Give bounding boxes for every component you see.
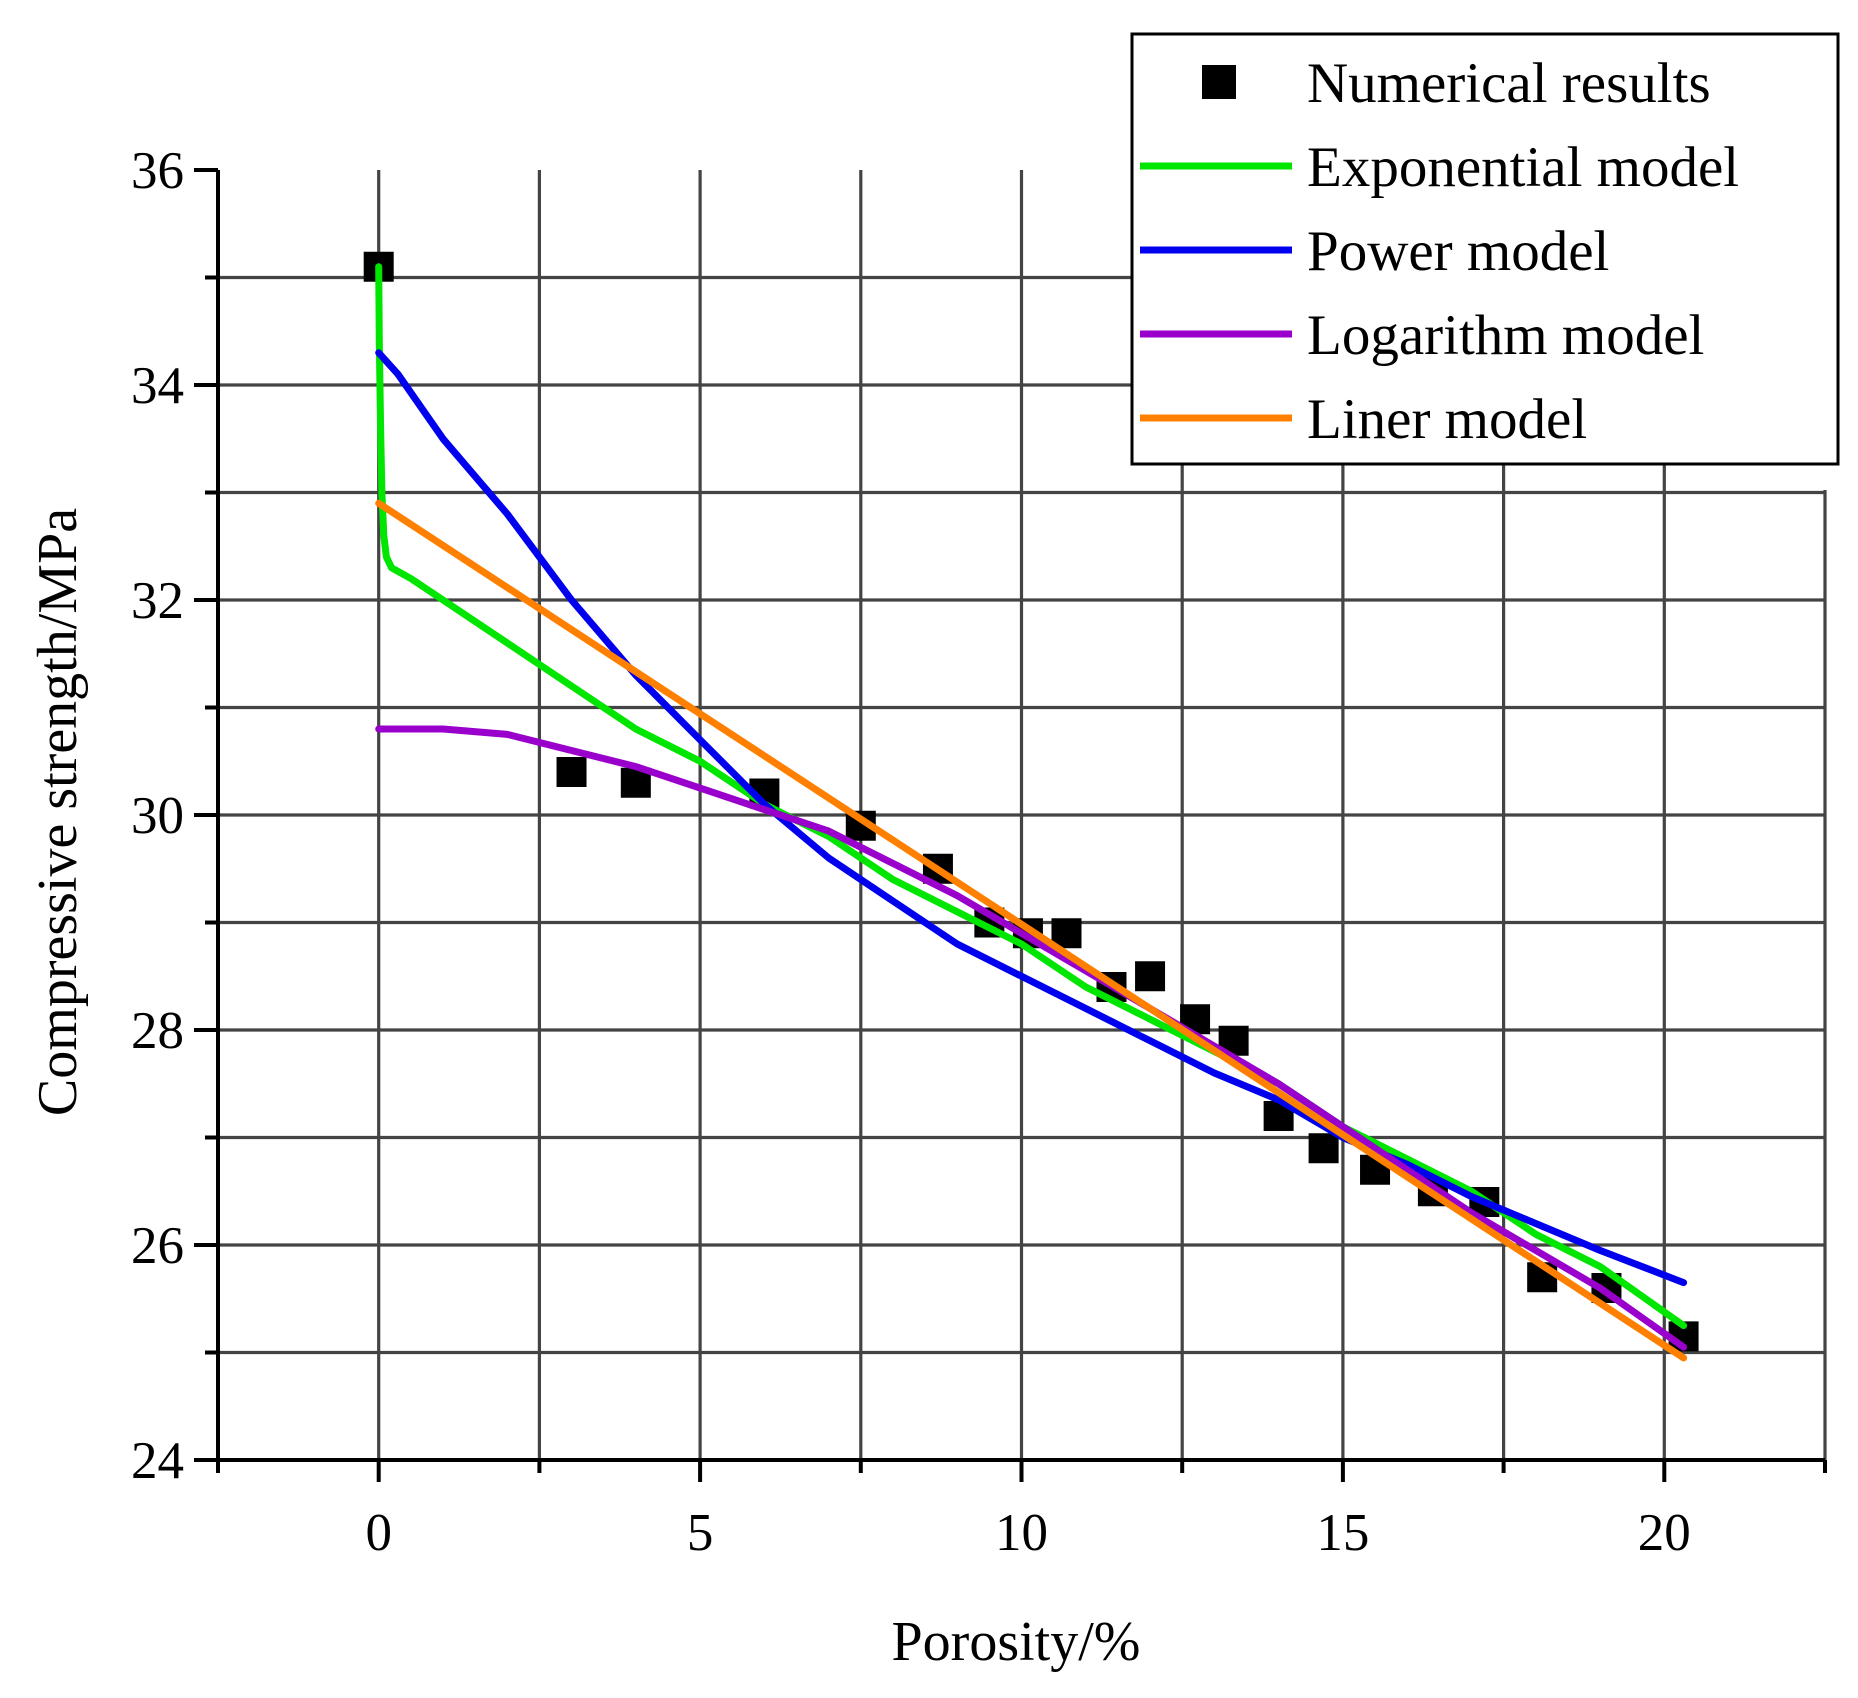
series-lines [375, 263, 1688, 1362]
y-tick-label: 28 [131, 1002, 184, 1060]
power-model-line [375, 349, 1688, 1287]
legend-swatch-marker [1202, 65, 1236, 99]
liner-model-line [375, 499, 1688, 1362]
x-tick-label: 0 [365, 1504, 392, 1562]
x-tick-label: 10 [995, 1504, 1048, 1562]
x-tick-label: 15 [1316, 1504, 1369, 1562]
legend-label: Numerical results [1307, 52, 1711, 115]
legend: Numerical results Exponential model Power … [1130, 32, 1840, 466]
legend-label: Exponential model [1307, 136, 1739, 199]
y-tick-label: 36 [131, 142, 184, 200]
data-point-marker [1308, 1133, 1339, 1164]
y-tick-label: 24 [131, 1432, 184, 1490]
x-axis-title: Porosity/% [892, 1611, 1141, 1673]
legend-label: Logarithm model [1307, 304, 1704, 367]
y-tick-label: 30 [131, 787, 184, 845]
legend-label: Liner model [1307, 388, 1587, 451]
data-point-marker [556, 757, 587, 787]
y-tick-label: 26 [131, 1217, 184, 1275]
y-tick-label: 32 [131, 572, 184, 630]
logarithm-model-line [375, 725, 1688, 1351]
x-tick-label: 5 [687, 1504, 714, 1562]
data-point-marker [1135, 961, 1166, 992]
axes [194, 168, 1827, 1482]
legend-label: Power model [1307, 220, 1609, 283]
y-axis-title: Compressive strength/MPa [27, 508, 89, 1116]
y-tick-label: 34 [131, 357, 184, 415]
tick-labels: 24 26 28 30 32 34 36 0 5 10 15 20 [131, 142, 1691, 1562]
x-tick-label: 20 [1638, 1504, 1691, 1562]
